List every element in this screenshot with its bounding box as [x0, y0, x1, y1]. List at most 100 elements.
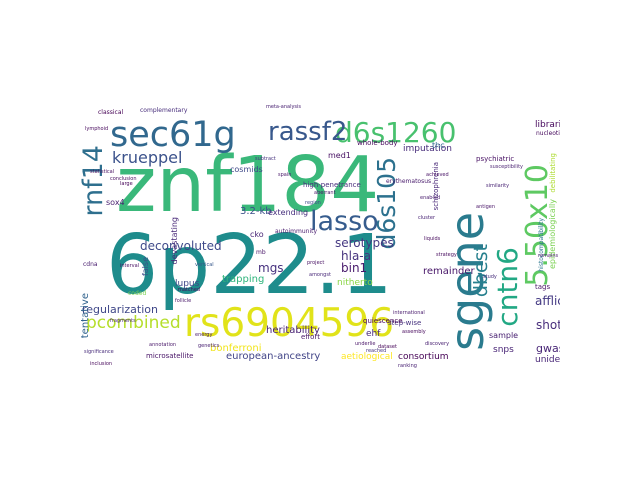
word-amongst: amongst	[309, 272, 331, 278]
word-ehf: ehf	[366, 329, 381, 339]
word-hla-a: hla-a	[341, 249, 371, 263]
word-znf184: znf184	[116, 141, 380, 230]
word-conclusion: conclusion	[110, 176, 137, 182]
word-rnf14: rnf14	[80, 145, 109, 217]
word-mb: mb	[256, 249, 266, 256]
word-cko: cko	[250, 230, 264, 239]
word-enabled: enabled	[420, 195, 441, 201]
word-devastating: devastating	[170, 217, 179, 265]
word-region: region	[305, 200, 321, 206]
word-histocompatibility: histocompatibility	[538, 218, 545, 272]
word-krueppel: krueppel	[112, 148, 183, 167]
word-d6s1260: d6s1260	[335, 116, 457, 149]
word-liquids: liquids	[424, 236, 441, 242]
word-extending: extending	[268, 208, 309, 217]
word-shotgun: shotgun	[536, 318, 560, 332]
word-nucleotides: nucleotides	[536, 130, 560, 137]
word-pcombined: pcombined	[86, 313, 181, 333]
word-libraries: libraries	[535, 120, 560, 130]
word-bin1: bin1	[341, 261, 368, 275]
word-med1: med1	[328, 151, 351, 160]
word-follicle: follicle	[175, 298, 192, 304]
word-debilitating: debilitating	[549, 153, 557, 193]
word-step-wise: step-wise	[388, 319, 422, 327]
word-afflicted: afflicted	[535, 294, 560, 308]
word-vertical: vertical	[195, 262, 214, 268]
word-thc: thc	[432, 141, 445, 150]
word-autoimmunity: autoimmunity	[275, 228, 318, 235]
word-serotypes: serotypes	[335, 236, 394, 250]
word-underlie: underlie	[355, 341, 376, 347]
word-cdna: cdna	[83, 261, 98, 268]
word-psychiatric: psychiatric	[476, 155, 515, 163]
word-genetics: genetics	[198, 343, 220, 349]
word-dataset: dataset	[378, 344, 397, 350]
word-ranking: ranking	[398, 363, 417, 369]
word-complementary: complementary	[140, 107, 188, 114]
word-rs6904596: rs6904596	[184, 301, 395, 346]
word-6p22-1: 6p22.1	[106, 218, 393, 313]
word-sec61g: sec61g	[110, 115, 236, 155]
word-international: international	[393, 310, 425, 316]
word-subtract: subtract	[255, 156, 276, 162]
word-gwas: gwas	[536, 342, 560, 355]
word-consortium: consortium	[398, 352, 449, 362]
word-coded: coded	[128, 290, 147, 297]
word-large: large	[120, 181, 133, 187]
word-project: project	[307, 260, 325, 266]
word-trapping: trapping	[222, 274, 265, 285]
word-whole-body: whole-body	[357, 139, 398, 147]
word-snps: snps	[493, 345, 514, 355]
word-annotation: annotation	[149, 342, 177, 348]
word-interval: interval	[120, 263, 140, 269]
word-rassf2: rassf2	[268, 117, 348, 147]
word-cosmids: cosmids	[230, 165, 263, 174]
word-significance: significance	[84, 349, 114, 355]
word-lymphoid: lymphoid	[85, 126, 109, 132]
word-heritability: heritability	[266, 325, 320, 336]
word-effort: effort	[301, 333, 321, 341]
word-lasso: lasso	[310, 206, 379, 237]
word-schizophrenia: schizophrenia	[432, 162, 440, 211]
word-aberrant: aberrant	[314, 190, 336, 196]
word-fragments: fragments	[110, 318, 136, 324]
word-classical: classical	[98, 109, 124, 116]
word-cntn6: cntn6	[491, 247, 524, 327]
word-strategy: strategy	[436, 252, 457, 258]
word-cloud: znf184 6p22.1 sgene rs6904596 sec61g d6s…	[80, 97, 560, 373]
word-reached: reached	[366, 348, 387, 354]
word-regularization: regularization	[82, 303, 158, 316]
word-erythematosus: erythematosus	[386, 178, 432, 185]
word-inclusion: inclusion	[90, 361, 113, 367]
word-assembly: assembly	[402, 329, 426, 335]
word-susceptibility: susceptibility	[490, 164, 523, 170]
word-unidentified: unidentified	[535, 355, 560, 365]
word-achieved: achieved	[426, 172, 449, 178]
word-similarity: similarity	[486, 183, 510, 189]
word-discovery: discovery	[425, 341, 450, 347]
word-statistical: statistical	[90, 169, 115, 175]
word-antigen: antigen	[476, 204, 496, 210]
word-bonferroni: bonferroni	[210, 343, 262, 354]
word-tentative: tentative	[80, 293, 91, 339]
word-imputation: imputation	[403, 144, 452, 154]
word-spain: spain	[278, 172, 292, 178]
word-deconvoluted: deconvoluted	[140, 239, 222, 253]
word-aetiological: aetiological	[341, 352, 393, 362]
word-european-ancestry: european-ancestry	[226, 351, 321, 362]
word-mgs: mgs	[258, 261, 284, 275]
word-nitherto: nitherto	[337, 278, 373, 288]
word-false: false	[141, 257, 150, 277]
word-quiescence: quiescence	[363, 317, 403, 325]
word-matched: matched	[178, 287, 201, 293]
word-tags: tags	[535, 283, 551, 291]
word-sox4: sox4	[106, 198, 125, 207]
word-study: study	[483, 274, 497, 280]
word-microsatellite: microsatellite	[146, 352, 194, 360]
word-energy: energy	[195, 332, 213, 338]
word-cluster: cluster	[418, 215, 436, 221]
word-remainder: remainder	[423, 266, 475, 277]
word-3-2-kb: 3.2-kb	[240, 206, 272, 217]
word-high-penetrance: high-penetrance	[303, 181, 361, 189]
word-remains: remains	[538, 253, 559, 259]
